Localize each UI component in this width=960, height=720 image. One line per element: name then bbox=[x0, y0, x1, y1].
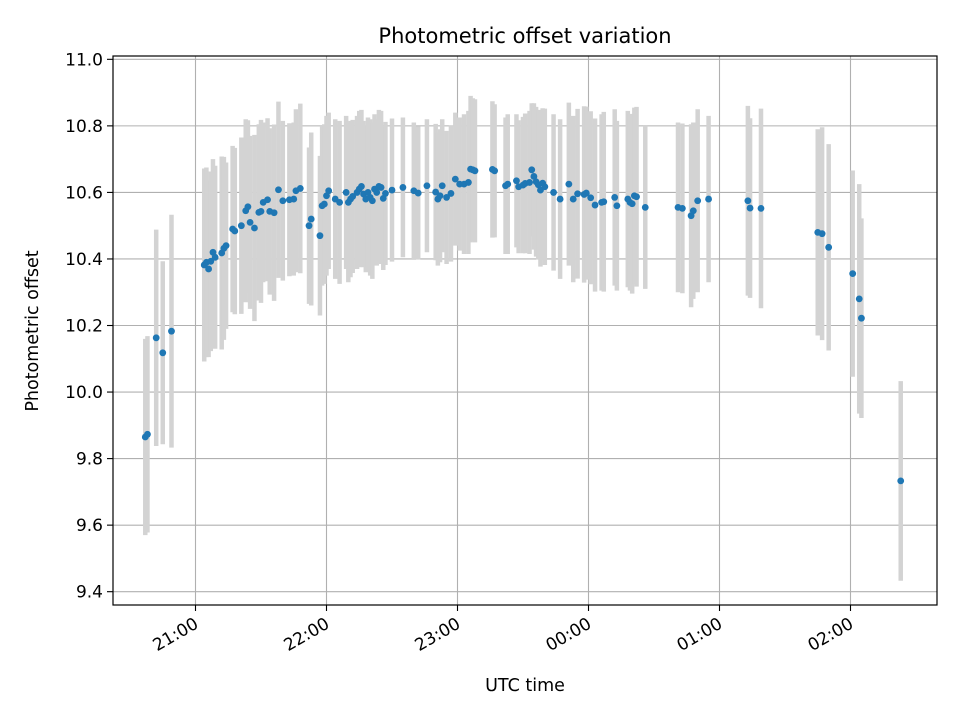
data-point bbox=[746, 204, 754, 212]
data-point bbox=[613, 202, 621, 210]
data-point bbox=[257, 207, 265, 215]
data-point bbox=[168, 327, 175, 335]
data-point bbox=[399, 184, 407, 191]
data-point bbox=[373, 189, 381, 196]
data-point bbox=[587, 194, 595, 202]
data-point bbox=[451, 175, 459, 183]
data-point bbox=[205, 265, 213, 273]
data-point bbox=[222, 242, 230, 250]
data-point bbox=[530, 173, 538, 180]
data-point bbox=[382, 190, 389, 197]
y-tick-label: 10.4 bbox=[65, 250, 103, 270]
data-point bbox=[757, 204, 765, 212]
data-point bbox=[858, 314, 865, 322]
data-point bbox=[279, 197, 287, 205]
data-point bbox=[447, 190, 455, 197]
data-points bbox=[141, 165, 905, 485]
chart-title: Photometric offset variation bbox=[378, 24, 671, 48]
data-point bbox=[296, 185, 304, 192]
data-point bbox=[336, 199, 343, 206]
data-point bbox=[678, 204, 686, 212]
data-point bbox=[246, 218, 254, 226]
data-point bbox=[159, 349, 167, 357]
data-point bbox=[574, 190, 581, 198]
data-point bbox=[628, 200, 636, 208]
data-point bbox=[633, 193, 640, 201]
data-point bbox=[694, 197, 702, 205]
data-point bbox=[591, 201, 599, 209]
plot-frame bbox=[112, 55, 938, 606]
y-tick-label: 9.4 bbox=[76, 583, 103, 603]
data-point bbox=[438, 182, 446, 190]
data-point bbox=[377, 184, 385, 191]
data-point bbox=[550, 189, 557, 196]
data-point bbox=[349, 193, 357, 200]
data-point bbox=[465, 179, 472, 186]
data-point bbox=[251, 224, 258, 232]
data-point bbox=[368, 197, 376, 205]
data-point bbox=[565, 180, 573, 188]
data-point bbox=[818, 230, 826, 238]
data-point bbox=[307, 215, 315, 223]
y-axis: 9.4 9.6 9.8 10.0 10.2 10.4 10.6 10.8 11.0 bbox=[65, 50, 113, 603]
y-tick-label: 9.8 bbox=[76, 450, 103, 470]
data-point bbox=[414, 189, 422, 197]
data-point bbox=[825, 243, 833, 251]
data-point bbox=[325, 187, 333, 195]
data-point bbox=[443, 194, 450, 201]
data-point bbox=[207, 257, 215, 265]
x-axis-label: UTC time bbox=[485, 676, 565, 696]
y-tick-label: 10.0 bbox=[65, 383, 103, 403]
data-point bbox=[152, 334, 160, 342]
data-point bbox=[705, 195, 712, 203]
data-point bbox=[270, 209, 278, 217]
y-tick-label: 10.8 bbox=[65, 117, 103, 137]
y-tick-label: 9.6 bbox=[76, 516, 103, 536]
data-point bbox=[513, 177, 520, 185]
data-point bbox=[237, 222, 245, 230]
data-point bbox=[423, 182, 431, 190]
data-point bbox=[471, 167, 479, 175]
data-point bbox=[504, 180, 512, 188]
data-point bbox=[569, 195, 577, 203]
data-point bbox=[855, 295, 863, 303]
data-point bbox=[358, 183, 365, 190]
data-point bbox=[342, 189, 350, 196]
data-point bbox=[320, 200, 328, 208]
y-tick-label: 11.0 bbox=[65, 50, 103, 70]
data-point bbox=[305, 222, 313, 230]
y-axis-label: Photometric offset bbox=[23, 250, 43, 411]
data-point bbox=[231, 227, 239, 235]
y-tick-label: 10.6 bbox=[65, 183, 103, 203]
data-point bbox=[611, 194, 619, 201]
data-point bbox=[290, 195, 298, 203]
data-point bbox=[436, 192, 444, 200]
data-point bbox=[388, 186, 396, 194]
data-point bbox=[526, 179, 533, 186]
data-point bbox=[528, 166, 536, 174]
data-point bbox=[556, 195, 564, 203]
data-point bbox=[744, 197, 752, 205]
data-point bbox=[541, 183, 549, 191]
data-point bbox=[211, 253, 219, 261]
data-point bbox=[600, 198, 608, 206]
data-point bbox=[582, 189, 590, 197]
data-point bbox=[244, 203, 252, 211]
data-point bbox=[491, 167, 499, 175]
data-point bbox=[316, 232, 324, 240]
y-tick-label: 10.2 bbox=[65, 317, 103, 337]
data-point bbox=[897, 477, 905, 485]
data-point bbox=[641, 203, 649, 211]
data-point bbox=[689, 207, 697, 215]
data-point bbox=[144, 430, 151, 438]
data-point bbox=[275, 186, 282, 194]
data-point bbox=[849, 270, 857, 278]
data-point bbox=[264, 196, 271, 204]
